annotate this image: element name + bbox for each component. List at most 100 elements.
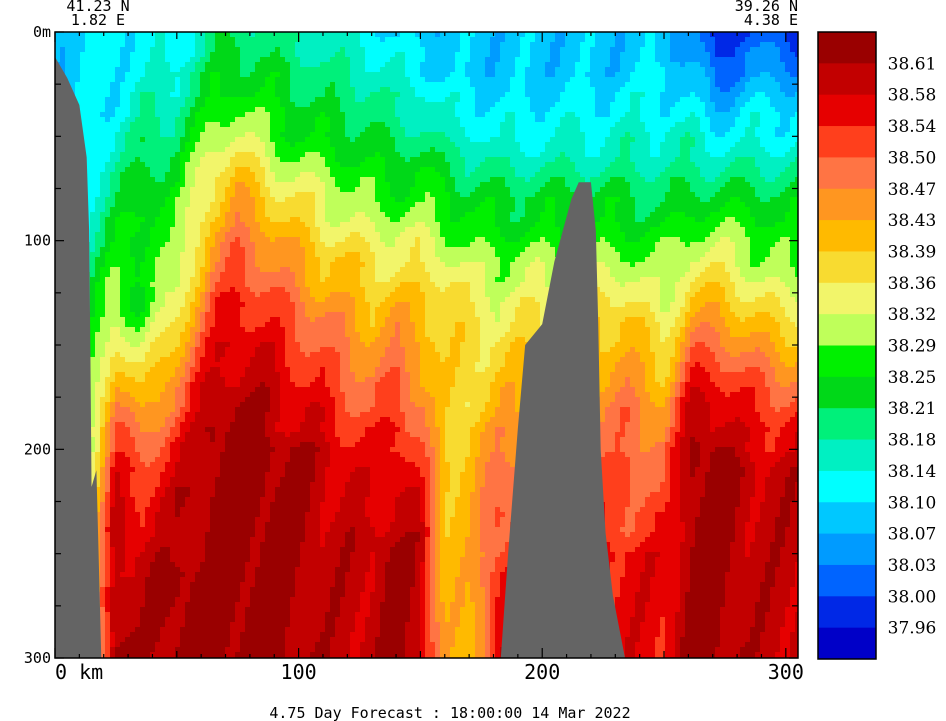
salinity-cell bbox=[155, 157, 161, 163]
salinity-cell bbox=[515, 182, 521, 188]
salinity-cell bbox=[330, 97, 336, 103]
salinity-cell bbox=[715, 127, 721, 133]
salinity-cell bbox=[200, 97, 206, 103]
salinity-cell bbox=[150, 97, 156, 103]
salinity-cell bbox=[370, 167, 376, 173]
salinity-cell bbox=[170, 157, 176, 163]
salinity-cell bbox=[260, 112, 266, 118]
salinity-cell bbox=[395, 77, 401, 83]
salinity-cell bbox=[405, 157, 411, 163]
salinity-cell bbox=[355, 152, 361, 158]
salinity-cell bbox=[430, 127, 436, 133]
salinity-cell bbox=[510, 62, 516, 68]
salinity-cell bbox=[430, 137, 436, 143]
salinity-cell bbox=[175, 147, 181, 153]
salinity-cell bbox=[485, 112, 491, 118]
salinity-cell bbox=[635, 37, 641, 43]
salinity-cell bbox=[605, 87, 611, 93]
salinity-cell bbox=[310, 162, 316, 168]
salinity-cell bbox=[355, 112, 361, 118]
salinity-cell bbox=[375, 117, 381, 123]
salinity-cell bbox=[100, 132, 106, 138]
salinity-cell bbox=[430, 142, 436, 148]
salinity-cell bbox=[180, 37, 186, 43]
salinity-cell bbox=[755, 192, 761, 198]
salinity-cell bbox=[565, 92, 571, 98]
salinity-cell bbox=[175, 172, 181, 178]
salinity-cell bbox=[175, 167, 181, 173]
salinity-cell bbox=[520, 122, 526, 128]
salinity-cell bbox=[310, 167, 316, 173]
salinity-cell bbox=[320, 152, 326, 158]
salinity-cell bbox=[550, 147, 556, 153]
salinity-cell bbox=[640, 67, 646, 73]
salinity-cell bbox=[675, 142, 681, 148]
salinity-cell bbox=[280, 197, 286, 203]
salinity-cell bbox=[310, 142, 316, 148]
salinity-cell bbox=[610, 177, 616, 183]
salinity-cell bbox=[415, 77, 421, 83]
salinity-cell bbox=[795, 77, 798, 83]
salinity-cell bbox=[650, 127, 656, 133]
salinity-cell bbox=[575, 112, 581, 118]
salinity-cell bbox=[515, 187, 521, 193]
salinity-cell bbox=[740, 117, 746, 123]
salinity-cell bbox=[170, 177, 176, 183]
salinity-cell bbox=[510, 127, 516, 133]
salinity-cell bbox=[455, 177, 461, 183]
salinity-cell bbox=[635, 57, 641, 63]
salinity-cell bbox=[235, 117, 241, 123]
salinity-cell bbox=[740, 52, 746, 58]
salinity-cell bbox=[325, 142, 331, 148]
salinity-cell bbox=[440, 42, 446, 48]
salinity-cell bbox=[540, 67, 546, 73]
salinity-cell bbox=[165, 182, 171, 188]
salinity-cell bbox=[110, 162, 116, 168]
salinity-cell bbox=[490, 192, 496, 198]
salinity-cell bbox=[275, 102, 281, 108]
salinity-cell bbox=[785, 62, 791, 68]
salinity-cell bbox=[295, 87, 301, 93]
salinity-cell bbox=[130, 57, 136, 63]
salinity-cell bbox=[120, 112, 126, 118]
salinity-cell bbox=[215, 42, 221, 48]
salinity-cell bbox=[690, 177, 696, 183]
salinity-cell bbox=[270, 97, 276, 103]
salinity-cell bbox=[140, 87, 146, 93]
salinity-cell bbox=[780, 107, 786, 113]
salinity-cell bbox=[280, 147, 286, 153]
salinity-cell bbox=[65, 72, 71, 78]
salinity-cell bbox=[195, 42, 201, 48]
salinity-cell bbox=[605, 132, 611, 138]
salinity-cell bbox=[790, 137, 796, 143]
salinity-cell bbox=[435, 82, 441, 88]
salinity-cell bbox=[755, 97, 761, 103]
salinity-cell bbox=[335, 52, 341, 58]
salinity-cell bbox=[475, 62, 481, 68]
salinity-cell bbox=[550, 57, 556, 63]
salinity-cell bbox=[490, 177, 496, 183]
salinity-cell bbox=[520, 182, 526, 188]
salinity-cell bbox=[135, 107, 141, 113]
salinity-cell bbox=[365, 107, 371, 113]
salinity-cell bbox=[95, 157, 101, 163]
salinity-cell bbox=[660, 127, 666, 133]
salinity-cell bbox=[335, 57, 341, 63]
salinity-cell bbox=[565, 157, 571, 163]
salinity-cell bbox=[505, 172, 511, 178]
salinity-cell bbox=[455, 72, 461, 78]
salinity-cell bbox=[155, 97, 161, 103]
salinity-cell bbox=[375, 102, 381, 108]
salinity-cell bbox=[520, 172, 526, 178]
salinity-cell bbox=[95, 42, 101, 48]
salinity-cell bbox=[585, 67, 591, 73]
salinity-cell bbox=[750, 112, 756, 118]
salinity-cell bbox=[640, 87, 646, 93]
salinity-cell bbox=[290, 62, 296, 68]
salinity-cell bbox=[495, 157, 501, 163]
salinity-cell bbox=[500, 67, 506, 73]
salinity-cell bbox=[715, 47, 721, 53]
salinity-cell bbox=[75, 37, 81, 43]
salinity-cell bbox=[525, 177, 531, 183]
salinity-cell bbox=[665, 182, 671, 188]
